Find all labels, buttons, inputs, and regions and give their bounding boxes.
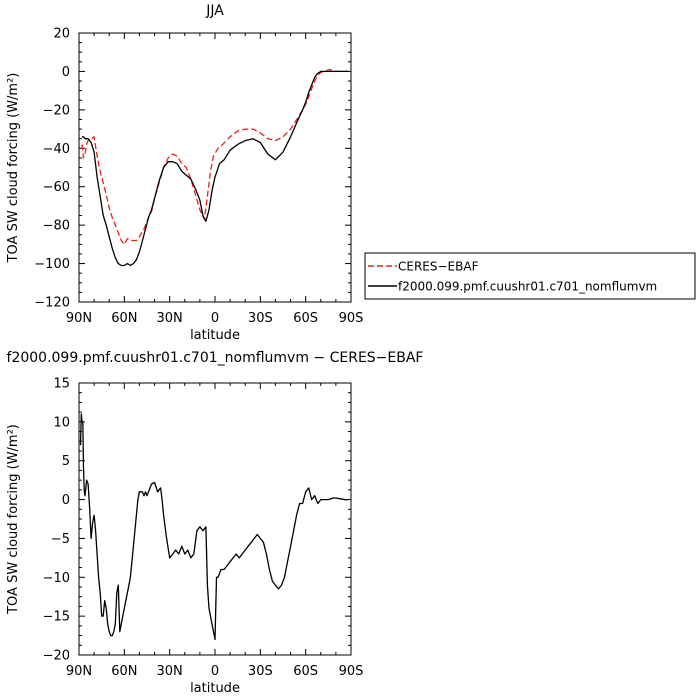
x-tick-label: 60N: [111, 311, 137, 326]
top-plot-frame: [78, 32, 352, 303]
bottom-panel: f2000.099.pmf.cuushr01.c701_nomflumvm − …: [6, 350, 423, 696]
y-tick-label: −60: [43, 180, 70, 195]
top-y-axis-label: TOA SW cloud forcing (W/m²): [6, 73, 21, 264]
x-tick-label: 90N: [66, 311, 92, 326]
top-series-line-0: [81, 68, 348, 246]
top-series-group: [81, 68, 348, 267]
x-tick-label: 60S: [293, 664, 318, 679]
x-tick-label: 30N: [157, 311, 183, 326]
y-tick-label: 0: [62, 65, 70, 80]
y-tick-label: −20: [43, 649, 70, 664]
x-tick-label: 90S: [339, 664, 364, 679]
y-tick-label: −120: [34, 296, 70, 311]
x-tick-label: 0: [211, 664, 219, 679]
x-tick-label: 30N: [157, 664, 183, 679]
y-tick-label: 20: [53, 27, 70, 42]
y-tick-label: −40: [43, 142, 70, 157]
bottom-series-line-0: [79, 413, 348, 641]
bottom-axis-ticks: 90N 60N 30N 0 30S 60S 90S 15 10 5 0 −5 −10 −15 −20: [43, 377, 364, 680]
y-tick-label: −80: [43, 219, 70, 234]
bottom-plot-frame: [78, 382, 352, 656]
x-tick-label: 30S: [248, 664, 273, 679]
y-tick-label: −15: [43, 610, 70, 625]
x-tick-label: 0: [211, 311, 219, 326]
x-tick-label: 60S: [293, 311, 318, 326]
legend-label-ceres: CERES−EBAF: [398, 260, 479, 274]
legend-label-model: f2000.099.pmf.cuushr01.c701_nomflumvm: [398, 280, 657, 294]
top-series-line-1: [82, 70, 348, 267]
y-tick-label: 10: [53, 415, 70, 430]
x-tick-label: 30S: [248, 311, 273, 326]
x-tick-label: 60N: [111, 664, 137, 679]
top-x-axis-label: latitude: [190, 328, 240, 343]
bottom-x-axis-label: latitude: [190, 681, 240, 696]
bottom-series-group: [79, 413, 348, 641]
y-tick-label: −20: [43, 103, 70, 118]
y-tick-label: −5: [51, 532, 70, 547]
y-tick-label: −100: [34, 257, 70, 272]
x-tick-label: 90S: [339, 311, 364, 326]
y-tick-label: 15: [53, 377, 70, 392]
legend-box: [364, 252, 696, 300]
legend: CERES−EBAF f2000.099.pmf.cuushr01.c701_n…: [364, 252, 696, 300]
y-tick-label: 0: [62, 493, 70, 508]
bottom-chart-title: f2000.099.pmf.cuushr01.c701_nomflumvm − …: [7, 350, 424, 366]
bottom-y-axis-label: TOA SW cloud forcing (W/m²): [6, 424, 21, 615]
top-panel: JJA 90N 60N 30N 0 30S 60S 90S 20 0 −20 −40 −60 −80 −1…: [6, 3, 363, 343]
y-tick-label: 5: [62, 454, 70, 469]
x-tick-label: 90N: [66, 664, 92, 679]
top-chart-title: JJA: [205, 3, 224, 19]
y-tick-label: −10: [43, 571, 70, 586]
top-axis-ticks: 90N 60N 30N 0 30S 60S 90S 20 0 −20 −40 −60 −80 −100 −1…: [34, 27, 363, 327]
